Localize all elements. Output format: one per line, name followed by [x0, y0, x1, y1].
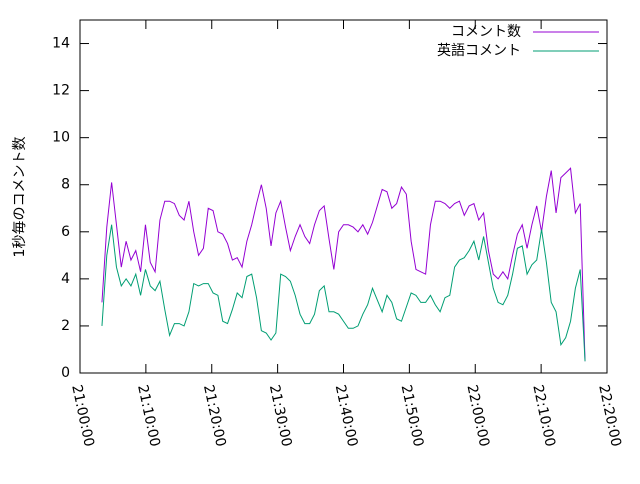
y-tick-label: 6 — [61, 224, 70, 240]
x-tick-label: 22:10:00 — [529, 383, 558, 448]
x-tick-label: 21:20:00 — [200, 383, 229, 448]
x-tick-label: 21:40:00 — [332, 383, 361, 448]
series-line — [101, 167, 586, 362]
x-tick-label: 22:00:00 — [463, 383, 492, 448]
x-tick-label: 21:50:00 — [398, 383, 427, 448]
y-tick-label: 12 — [52, 83, 70, 99]
x-tick-label: 21:30:00 — [266, 383, 295, 448]
y-tick-label: 10 — [52, 130, 70, 146]
legend-label: 英語コメント — [437, 42, 521, 59]
y-tick-label: 8 — [61, 177, 70, 193]
x-tick-label: 22:20:00 — [595, 383, 624, 448]
legend-label: コメント数 — [451, 24, 521, 40]
y-tick-label: 2 — [61, 318, 70, 334]
y-axis-label: 1秒毎のコメント数 — [12, 137, 28, 258]
plot-border — [79, 19, 608, 374]
x-tick-label: 21:10:00 — [134, 383, 163, 448]
x-tick-label: 21:00:00 — [68, 383, 97, 448]
y-tick-label: 14 — [52, 36, 70, 52]
series-line — [101, 224, 586, 362]
y-tick-label: 0 — [61, 365, 70, 381]
y-tick-label: 4 — [61, 271, 70, 287]
